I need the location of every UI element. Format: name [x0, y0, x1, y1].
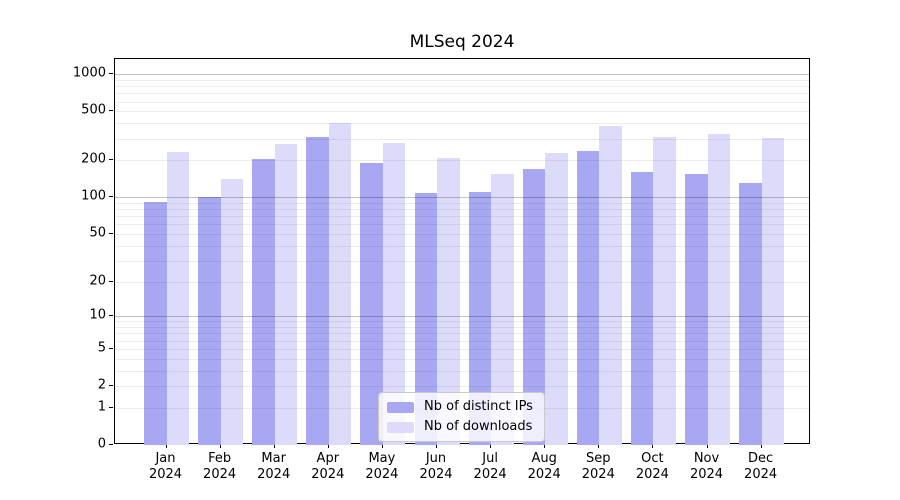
legend: Nb of distinct IPs Nb of downloads [378, 392, 545, 442]
bar-ips-feb [198, 196, 221, 445]
x-tick-mar [273, 444, 275, 448]
y-tick-label-10: 10 [89, 307, 106, 323]
y-tick-label-200: 200 [81, 151, 106, 167]
y-tick-0 [109, 444, 113, 445]
y-tick-label-2: 2 [97, 377, 106, 393]
x-tick-label-mar: Mar 2024 [257, 451, 291, 482]
legend-label-downloads: Nb of downloads [424, 419, 533, 434]
x-tick-aug [544, 444, 546, 448]
bar-ips-jul [468, 191, 492, 445]
x-tick-label-sep: Sep 2024 [581, 451, 615, 482]
y-tick-200 [109, 159, 113, 161]
bar-downloads-may [382, 142, 406, 445]
y-tick-label-100: 100 [81, 188, 106, 204]
x-tick-oct [652, 444, 654, 448]
bar-downloads-sep [599, 126, 622, 445]
legend-swatch-distinct-ips [387, 401, 414, 413]
legend-item-distinct-ips: Nb of distinct IPs [387, 399, 533, 415]
legend-label-distinct-ips: Nb of distinct IPs [424, 399, 533, 414]
bar-downloads-feb [220, 179, 244, 445]
y-tick-1000 [109, 73, 113, 75]
y-tick-label-1000: 1000 [72, 65, 106, 81]
bars-layer [115, 59, 809, 445]
y-tick-label-500: 500 [81, 102, 106, 118]
x-tick-feb [219, 444, 221, 448]
bar-ips-oct [630, 171, 654, 445]
y-tick-label-50: 50 [89, 225, 106, 241]
bar-ips-aug [522, 169, 546, 445]
x-tick-label-may: May 2024 [365, 451, 399, 482]
x-tick-sep [598, 444, 600, 448]
x-tick-jul [490, 444, 492, 448]
bar-downloads-jul [491, 173, 514, 445]
bar-downloads-mar [274, 144, 298, 445]
y-tick-5 [109, 347, 113, 349]
bar-downloads-oct [653, 136, 676, 445]
y-tick-500 [109, 110, 113, 112]
x-tick-label-jun: Jun 2024 [419, 451, 453, 482]
bar-downloads-dec [761, 138, 785, 445]
y-tick-100 [109, 196, 113, 198]
bar-downloads-jun [437, 157, 460, 445]
x-tick-label-jul: Jul 2024 [473, 451, 507, 482]
x-tick-dec [760, 444, 762, 448]
y-tick-2 [109, 385, 113, 386]
y-tick-label-0: 0 [97, 436, 106, 452]
y-tick-label-1: 1 [97, 399, 106, 415]
x-tick-label-aug: Aug 2024 [527, 451, 561, 482]
y-tick-50 [109, 232, 113, 234]
legend-swatch-downloads [387, 421, 414, 433]
x-tick-label-dec: Dec 2024 [744, 451, 778, 482]
bar-downloads-apr [328, 123, 352, 445]
x-tick-jun [436, 444, 437, 448]
bar-ips-may [360, 162, 383, 445]
bar-ips-jun [414, 192, 437, 445]
bar-downloads-aug [545, 153, 568, 445]
y-tick-label-20: 20 [89, 273, 106, 289]
plot-area: Nb of distinct IPs Nb of downloads [114, 58, 810, 445]
bar-ips-nov [685, 173, 708, 445]
x-tick-label-jan: Jan 2024 [148, 451, 183, 482]
x-tick-apr [327, 444, 329, 448]
x-tick-nov [706, 444, 708, 448]
legend-item-downloads: Nb of downloads [387, 419, 533, 435]
bar-ips-dec [739, 183, 762, 445]
x-tick-label-feb: Feb 2024 [203, 451, 237, 482]
bar-ips-jan [144, 201, 167, 445]
y-tick-10 [109, 315, 113, 317]
x-tick-label-oct: Oct 2024 [635, 451, 669, 482]
bar-downloads-nov [707, 134, 730, 445]
x-tick-may [381, 444, 383, 448]
x-tick-label-apr: Apr 2024 [311, 451, 345, 482]
y-tick-20 [109, 280, 113, 282]
y-tick-label-5: 5 [97, 340, 106, 356]
bar-downloads-jan [166, 151, 189, 445]
bar-ips-apr [306, 136, 329, 445]
x-tick-jan [165, 444, 167, 448]
chart-title: MLSeq 2024 [409, 32, 515, 52]
x-tick-label-nov: Nov 2024 [689, 451, 724, 482]
bar-ips-mar [252, 159, 275, 445]
y-tick-1 [109, 406, 113, 408]
bar-ips-sep [576, 151, 600, 445]
